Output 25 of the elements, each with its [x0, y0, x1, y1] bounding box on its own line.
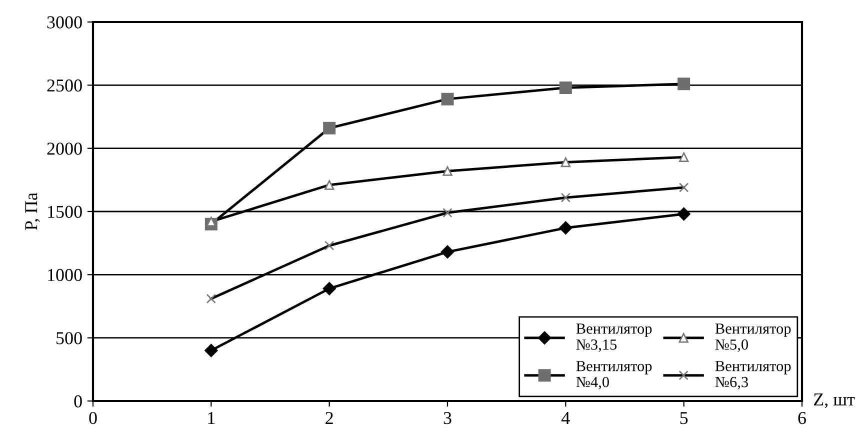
- point: [322, 282, 336, 296]
- point: [677, 207, 690, 221]
- x-tick-label: 1: [208, 412, 215, 424]
- x-tick-label: 0: [89, 412, 97, 424]
- x-tick-label: 4: [562, 412, 570, 424]
- legend-label: Вентилятор №4,0: [576, 361, 652, 390]
- y-tick-label: 1000: [48, 268, 82, 282]
- y-tick-label: 2000: [47, 142, 82, 155]
- point: [204, 344, 218, 358]
- y-tick-label: 3000: [47, 16, 82, 28]
- y-tick-label: 500: [56, 332, 82, 344]
- x-tick-label: 2: [326, 412, 333, 424]
- x-tick-label: 3: [444, 412, 452, 424]
- legend-label: Вентилятор №6,3: [715, 361, 791, 390]
- point: [440, 245, 454, 259]
- point: [559, 221, 572, 235]
- y-tick-label: 1500: [48, 206, 82, 218]
- x-tick-label: 5: [680, 412, 688, 424]
- legend-label: Вентилятор №5,0: [715, 324, 791, 352]
- x-tick-label: 6: [798, 412, 806, 424]
- legend-label: Вентилятор №3,15: [576, 324, 652, 352]
- y-tick-label: 0: [74, 395, 82, 408]
- y-tick-label: 2500: [47, 79, 82, 92]
- y-axis-title: P, Па: [25, 192, 40, 230]
- x-axis-title: Z, шт: [814, 394, 855, 408]
